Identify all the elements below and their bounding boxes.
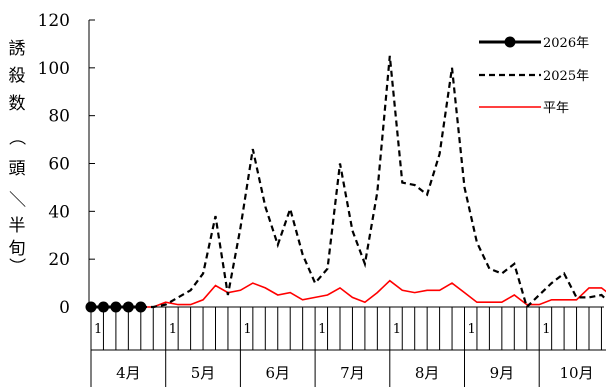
series-layer <box>85 55 606 313</box>
y-axis-label-char: （ <box>6 129 26 146</box>
y-axis-label-char: ） <box>6 258 26 275</box>
series-point <box>110 301 122 313</box>
pentad-1-label: 1 <box>169 322 177 337</box>
y-tick-label: 60 <box>48 155 70 175</box>
series-line-2 <box>91 279 606 308</box>
pentad-1-label: 1 <box>542 322 550 337</box>
y-axis-label-char: 誘 <box>9 39 26 59</box>
y-tick-label: 120 <box>38 11 70 31</box>
y-tick-label: 20 <box>48 250 70 270</box>
month-label: 6月 <box>265 364 290 382</box>
y-axis-label-char: 数 <box>9 94 26 114</box>
legend-marker <box>504 36 516 48</box>
y-axis-label-char: ／ <box>6 191 26 208</box>
series-point <box>97 301 109 313</box>
y-tick-label: 0 <box>59 298 70 318</box>
month-label: 7月 <box>340 364 365 382</box>
y-tick-label: 80 <box>48 107 70 127</box>
month-label: 9月 <box>490 364 515 382</box>
month-label: 8月 <box>415 364 440 382</box>
series-line-1 <box>91 55 606 310</box>
legend-label: 2026年 <box>543 36 589 51</box>
y-axis-label-char: 頭 <box>9 159 26 179</box>
pentad-1-label: 1 <box>393 322 401 337</box>
y-tick-label: 100 <box>38 59 70 79</box>
series-point <box>122 301 134 313</box>
month-label: 5月 <box>191 364 216 382</box>
month-label: 4月 <box>116 364 141 382</box>
y-axis-label-char: 旬 <box>9 239 26 259</box>
month-label: 10月 <box>560 364 594 382</box>
y-tick-label: 40 <box>48 202 70 222</box>
pentad-1-label: 1 <box>468 322 476 337</box>
series-point <box>135 301 147 313</box>
y-axis-ticks: 0 20 40 60 80 100 120 <box>38 11 95 318</box>
legend-label: 平年 <box>543 101 569 116</box>
y-axis-label-char: 殺 <box>9 66 26 86</box>
axis-lines <box>88 20 604 308</box>
series-point <box>85 301 97 313</box>
legend-label: 2025年 <box>543 69 589 84</box>
pentad-1-label: 1 <box>243 322 251 337</box>
pentad-1-label: 1 <box>94 322 102 337</box>
y-axis-label: 誘殺数 （ 頭 ／ 半旬） <box>6 39 26 275</box>
pentad-1-label: 1 <box>318 322 326 337</box>
x-axis: 4月 1 5月 1 6月 1 7月 1 8月 1 9月 1 10月 1 <box>90 307 606 387</box>
y-axis-label-char: 半 <box>9 216 26 236</box>
